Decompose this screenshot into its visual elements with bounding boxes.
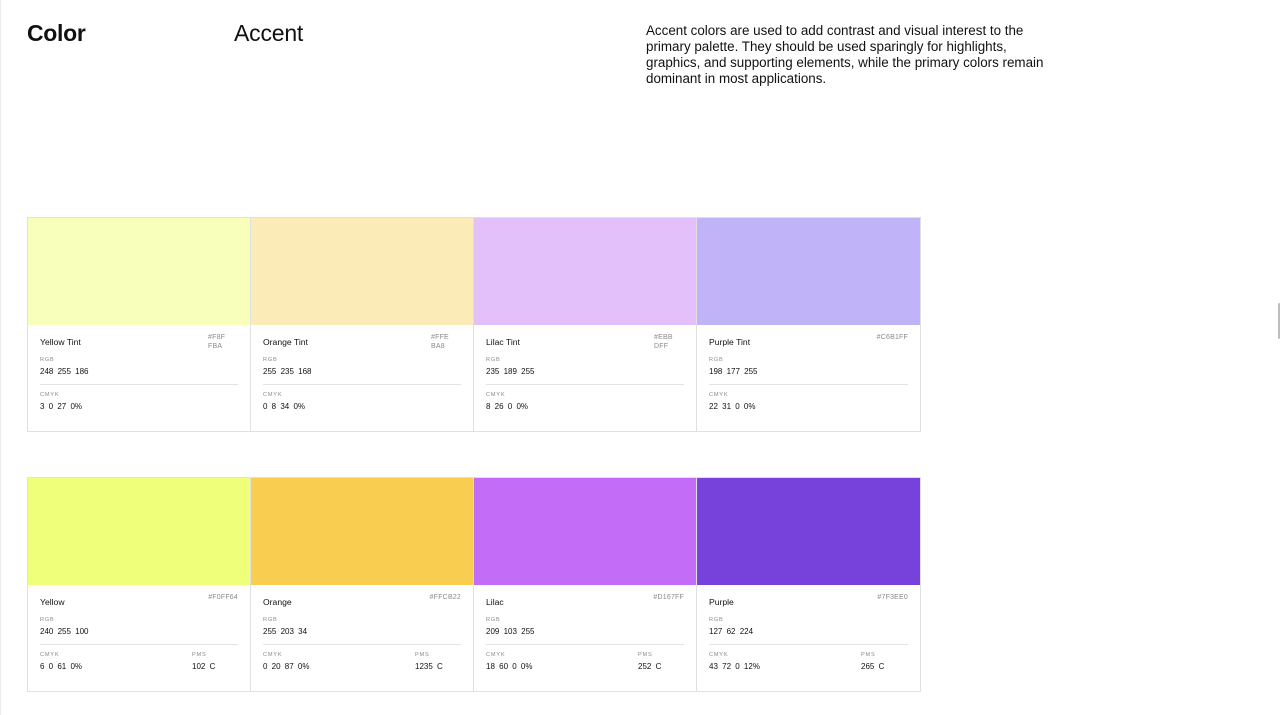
- rgb-label: RGB: [709, 357, 724, 363]
- color-name: Orange: [263, 597, 292, 607]
- color-swatch: [474, 478, 696, 585]
- cmyk-label: CMYK: [40, 392, 60, 398]
- pms-label: PMS: [415, 652, 430, 658]
- rgb-label: RGB: [263, 617, 278, 623]
- color-swatch: [251, 218, 473, 325]
- rgb-value[interactable]: 209 103 255: [486, 627, 535, 636]
- rgb-value[interactable]: 255 203 34: [263, 627, 308, 636]
- rgb-label: RGB: [709, 617, 724, 623]
- divider: [709, 384, 908, 385]
- cmyk-label: CMYK: [709, 652, 729, 658]
- hex-code[interactable]: #D167FF: [653, 594, 684, 601]
- pms-value[interactable]: 1235 C: [415, 662, 443, 671]
- cmyk-value[interactable]: 6 0 61 0%: [40, 662, 83, 671]
- divider: [40, 644, 238, 645]
- swatch-card-yellow: Yellow #F0FF64 RGB 240 255 100 CMYK 6 0 …: [28, 478, 251, 691]
- page-edge: [0, 0, 1, 715]
- rgb-label: RGB: [40, 357, 55, 363]
- hex-code[interactable]: #F8FFBA: [208, 334, 226, 350]
- divider: [486, 644, 684, 645]
- divider: [709, 644, 908, 645]
- pms-value[interactable]: 265 C: [861, 662, 885, 671]
- color-name: Purple Tint: [709, 337, 751, 347]
- color-name: Orange Tint: [263, 337, 308, 347]
- color-name: Lilac Tint: [486, 337, 520, 347]
- rgb-label: RGB: [486, 617, 501, 623]
- pms-label: PMS: [638, 652, 653, 658]
- cmyk-value[interactable]: 18 60 0 0%: [486, 662, 533, 671]
- color-name: Yellow Tint: [40, 337, 81, 347]
- divider: [263, 384, 461, 385]
- hex-code[interactable]: #F0FF64: [208, 594, 238, 601]
- divider: [486, 384, 684, 385]
- rgb-value[interactable]: 240 255 100: [40, 627, 89, 636]
- swatch-card-orange: Orange #FFCB22 RGB 255 203 34 CMYK 0 20 …: [251, 478, 474, 691]
- divider: [40, 384, 238, 385]
- rgb-value[interactable]: 235 189 255: [486, 367, 535, 376]
- rgb-label: RGB: [486, 357, 501, 363]
- scrollbar-thumb[interactable]: [1278, 303, 1280, 339]
- divider: [263, 644, 461, 645]
- cmyk-value[interactable]: 8 26 0 0%: [486, 402, 529, 411]
- swatch-card-yellow-tint: Yellow Tint #F8FFBA RGB 248 255 186 CMYK…: [28, 218, 251, 431]
- hex-code[interactable]: #C6B1FF: [876, 334, 908, 341]
- cmyk-label: CMYK: [486, 392, 506, 398]
- swatch-card-lilac: Lilac #D167FF RGB 209 103 255 CMYK 18 60…: [474, 478, 697, 691]
- cmyk-label: CMYK: [709, 392, 729, 398]
- swatch-card-orange-tint: Orange Tint #FFEBA8 RGB 255 235 168 CMYK…: [251, 218, 474, 431]
- accent-description: Accent colors are used to add contrast a…: [646, 23, 1044, 86]
- swatch-card-purple-tint: Purple Tint #C6B1FF RGB 198 177 255 CMYK…: [697, 218, 920, 431]
- hex-code[interactable]: #FFCB22: [429, 594, 461, 601]
- color-swatch: [28, 218, 250, 325]
- rgb-value[interactable]: 127 62 224: [709, 627, 754, 636]
- subsection-title: Accent: [234, 20, 304, 46]
- cmyk-value[interactable]: 3 0 27 0%: [40, 402, 83, 411]
- color-swatch: [28, 478, 250, 585]
- rgb-label: RGB: [40, 617, 55, 623]
- section-title: Color: [27, 20, 86, 46]
- pms-label: PMS: [192, 652, 207, 658]
- cmyk-label: CMYK: [40, 652, 60, 658]
- cmyk-value[interactable]: 0 8 34 0%: [263, 402, 306, 411]
- cmyk-value[interactable]: 0 20 87 0%: [263, 662, 310, 671]
- base-swatch-row: Yellow #F0FF64 RGB 240 255 100 CMYK 6 0 …: [27, 477, 921, 692]
- rgb-value[interactable]: 248 255 186: [40, 367, 89, 376]
- cmyk-value[interactable]: 43 72 0 12%: [709, 662, 760, 671]
- hex-code[interactable]: #FFEBA8: [431, 334, 449, 350]
- hex-code[interactable]: #7F3EE0: [877, 594, 908, 601]
- hex-code[interactable]: #EBBDFF: [654, 334, 673, 350]
- color-swatch: [697, 478, 920, 585]
- tint-swatch-row: Yellow Tint #F8FFBA RGB 248 255 186 CMYK…: [27, 217, 921, 432]
- cmyk-value[interactable]: 22 31 0 0%: [709, 402, 756, 411]
- rgb-value[interactable]: 198 177 255: [709, 367, 758, 376]
- cmyk-label: CMYK: [263, 652, 283, 658]
- pms-value[interactable]: 252 C: [638, 662, 662, 671]
- rgb-value[interactable]: 255 235 168: [263, 367, 312, 376]
- color-swatch: [697, 218, 920, 325]
- color-swatch: [474, 218, 696, 325]
- cmyk-label: CMYK: [486, 652, 506, 658]
- rgb-label: RGB: [263, 357, 278, 363]
- cmyk-label: CMYK: [263, 392, 283, 398]
- color-name: Lilac: [486, 597, 504, 607]
- pms-value[interactable]: 102 C: [192, 662, 216, 671]
- color-name: Purple: [709, 597, 734, 607]
- swatch-card-lilac-tint: Lilac Tint #EBBDFF RGB 235 189 255 CMYK …: [474, 218, 697, 431]
- color-name: Yellow: [40, 597, 65, 607]
- pms-label: PMS: [861, 652, 876, 658]
- color-swatch: [251, 478, 473, 585]
- swatch-card-purple: Purple #7F3EE0 RGB 127 62 224 CMYK 43 72…: [697, 478, 920, 691]
